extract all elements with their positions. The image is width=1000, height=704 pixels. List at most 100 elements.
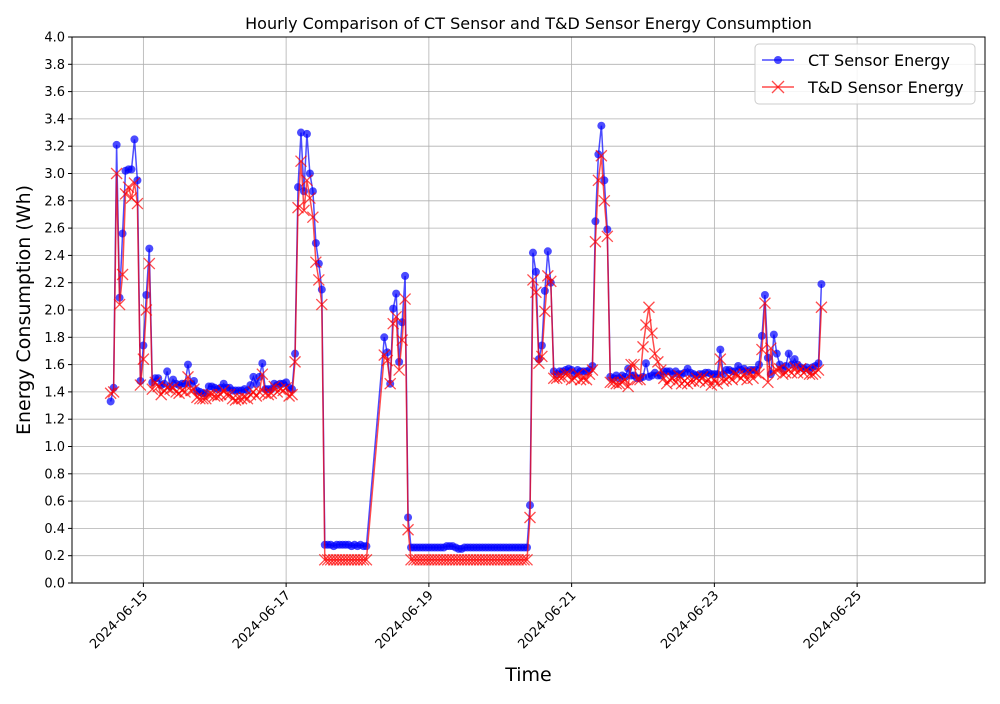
data-point bbox=[333, 553, 346, 566]
y-tick-label: 4.0 bbox=[44, 31, 65, 46]
data-point bbox=[523, 543, 532, 552]
data-point bbox=[543, 247, 552, 256]
data-point bbox=[541, 269, 554, 282]
data-point bbox=[702, 373, 715, 386]
data-point bbox=[189, 376, 198, 385]
data-point bbox=[476, 553, 489, 566]
data-point bbox=[196, 392, 209, 405]
data-point bbox=[440, 553, 453, 566]
data-point bbox=[574, 373, 587, 386]
data-point bbox=[235, 392, 248, 405]
legend-ct-marker bbox=[774, 56, 782, 64]
data-point bbox=[163, 367, 172, 376]
data-point bbox=[485, 553, 498, 566]
data-point bbox=[393, 364, 406, 377]
legend-label-ct: CT Sensor Energy bbox=[808, 51, 950, 70]
data-point bbox=[470, 553, 483, 566]
y-tick-label: 1.0 bbox=[44, 440, 65, 455]
data-point bbox=[193, 392, 206, 405]
data-point bbox=[387, 317, 400, 330]
data-point bbox=[651, 355, 664, 368]
y-tick-label: 0.4 bbox=[44, 522, 65, 537]
data-point bbox=[642, 301, 655, 314]
data-point bbox=[110, 167, 123, 180]
data-point bbox=[443, 553, 456, 566]
data-point bbox=[113, 298, 126, 311]
data-point bbox=[452, 553, 465, 566]
legend-box bbox=[754, 43, 976, 105]
data-point bbox=[292, 201, 304, 214]
data-point bbox=[764, 342, 777, 355]
data-point bbox=[437, 553, 450, 566]
y-tick-label: 1.2 bbox=[44, 413, 65, 428]
data-point bbox=[654, 364, 667, 377]
data-point bbox=[309, 256, 322, 269]
data-point bbox=[622, 380, 635, 393]
data-point bbox=[645, 327, 658, 340]
data-point bbox=[553, 370, 566, 383]
data-point bbox=[769, 330, 778, 339]
data-point bbox=[116, 268, 129, 281]
data-point bbox=[308, 187, 317, 196]
data-point bbox=[413, 553, 426, 566]
data-point bbox=[467, 553, 480, 566]
data-point bbox=[161, 381, 174, 394]
data-point bbox=[527, 274, 539, 286]
data-point bbox=[532, 357, 545, 370]
data-point bbox=[580, 373, 593, 386]
data-point bbox=[625, 358, 638, 371]
data-point bbox=[631, 373, 644, 386]
data-point bbox=[137, 353, 150, 366]
data-point bbox=[422, 553, 435, 566]
data-point bbox=[122, 181, 135, 194]
data-point bbox=[342, 553, 355, 566]
data-point bbox=[182, 370, 194, 383]
data-point bbox=[262, 388, 275, 401]
data-point bbox=[482, 553, 495, 566]
data-point bbox=[318, 553, 331, 566]
data-point bbox=[384, 377, 397, 390]
data-point bbox=[473, 553, 486, 566]
data-point bbox=[303, 192, 316, 205]
data-point bbox=[249, 372, 258, 381]
data-point bbox=[258, 359, 267, 368]
data-point bbox=[339, 553, 352, 566]
data-point bbox=[770, 364, 783, 377]
data-point bbox=[544, 275, 557, 288]
data-point bbox=[330, 553, 343, 566]
data-point bbox=[378, 349, 391, 362]
data-point bbox=[479, 553, 492, 566]
data-point bbox=[641, 359, 650, 368]
data-point bbox=[757, 331, 766, 340]
data-point bbox=[512, 553, 525, 566]
data-point bbox=[348, 553, 361, 566]
data-point bbox=[597, 121, 606, 130]
data-point bbox=[535, 350, 548, 363]
data-point bbox=[571, 368, 584, 381]
data-point bbox=[754, 360, 763, 369]
grid-layer bbox=[72, 36, 985, 584]
y-tick-label: 2.6 bbox=[44, 222, 65, 237]
data-point bbox=[817, 280, 826, 289]
data-point bbox=[497, 553, 510, 566]
data-point bbox=[419, 553, 432, 566]
data-point bbox=[663, 373, 676, 386]
data-point bbox=[488, 553, 501, 566]
data-point bbox=[589, 235, 602, 248]
data-point bbox=[268, 380, 281, 393]
data-point bbox=[684, 375, 697, 387]
data-point bbox=[491, 553, 504, 566]
data-point bbox=[648, 347, 661, 360]
data-point bbox=[500, 553, 513, 566]
data-point bbox=[613, 377, 626, 390]
y-tick-label: 2.2 bbox=[44, 276, 65, 291]
data-point bbox=[446, 553, 459, 566]
data-point bbox=[634, 373, 646, 386]
y-tick-label: 3.6 bbox=[44, 85, 65, 100]
data-point bbox=[784, 349, 793, 358]
data-point bbox=[128, 177, 141, 190]
data-point bbox=[619, 373, 632, 386]
data-point bbox=[515, 553, 528, 566]
data-point bbox=[238, 391, 251, 404]
data-point bbox=[455, 553, 468, 566]
